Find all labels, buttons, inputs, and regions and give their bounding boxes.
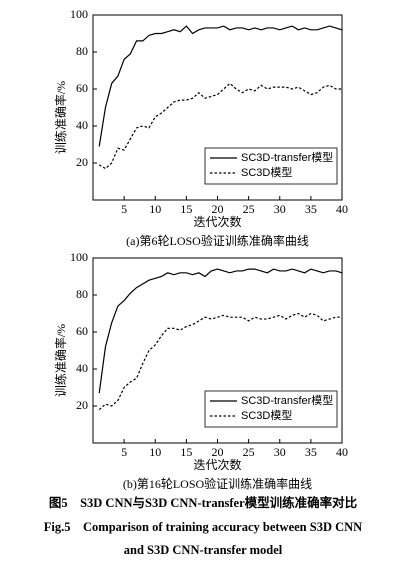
- subtitle: (a)第6轮LOSO验证训练准确率曲线: [126, 233, 309, 248]
- x-tick-label: 40: [336, 202, 348, 216]
- y-tick-label: 60: [76, 324, 88, 338]
- x-tick-label: 15: [180, 445, 192, 459]
- x-tick-label: 35: [305, 445, 317, 459]
- series-line: [98, 25, 343, 147]
- x-tick-label: 5: [121, 445, 127, 459]
- caption-zh: 图5 S3D CNN与S3D CNN-transfer模型训练准确率对比: [49, 495, 358, 510]
- caption-en: and S3D CNN-transfer model: [124, 543, 283, 557]
- y-tick-label: 20: [76, 398, 88, 412]
- plot-frame: [92, 14, 343, 201]
- y-tick-label: 100: [70, 250, 88, 264]
- series-line: [98, 312, 342, 411]
- legend-label: SC3D-transfer模型: [241, 393, 333, 407]
- legend-label: SC3D模型: [241, 408, 292, 422]
- x-tick-label: 15: [180, 202, 192, 216]
- legend-label: SC3D-transfer模型: [241, 150, 333, 164]
- x-tick-label: 25: [243, 445, 255, 459]
- x-tick-label: 25: [243, 202, 255, 216]
- y-tick-label: 20: [76, 155, 88, 169]
- x-tick-label: 30: [274, 202, 286, 216]
- x-tick-label: 5: [121, 202, 127, 216]
- subtitle: (b)第16轮LOSO验证训练准确率曲线: [123, 476, 312, 491]
- y-tick-label: 100: [70, 7, 88, 21]
- x-tick-label: 10: [149, 202, 161, 216]
- x-tick-label: 20: [212, 445, 224, 459]
- y-tick-label: 60: [76, 81, 88, 95]
- y-tick-label: 40: [76, 361, 88, 375]
- x-tick-label: 35: [305, 202, 317, 216]
- y-tick-label: 80: [76, 44, 88, 58]
- x-tick-label: 30: [274, 445, 286, 459]
- legend-box: [204, 390, 338, 428]
- series-line: [98, 268, 343, 394]
- legend-label: SC3D模型: [241, 165, 292, 179]
- legend-box: [204, 147, 338, 185]
- x-tick-label: 10: [149, 445, 161, 459]
- x-tick-label: 20: [212, 202, 224, 216]
- x-tick-label: 40: [336, 445, 348, 459]
- x-axis-label: 迭代次数: [193, 214, 241, 229]
- caption-en: Fig.5 Comparison of training accuracy be…: [44, 520, 362, 534]
- x-axis-label: 迭代次数: [193, 457, 241, 472]
- y-tick-label: 40: [76, 118, 88, 132]
- y-axis-label: 训练准确率/%: [53, 81, 68, 154]
- plot-frame: [92, 257, 343, 444]
- y-axis-label: 训练准确率/%: [53, 324, 68, 397]
- y-tick-label: 80: [76, 287, 88, 301]
